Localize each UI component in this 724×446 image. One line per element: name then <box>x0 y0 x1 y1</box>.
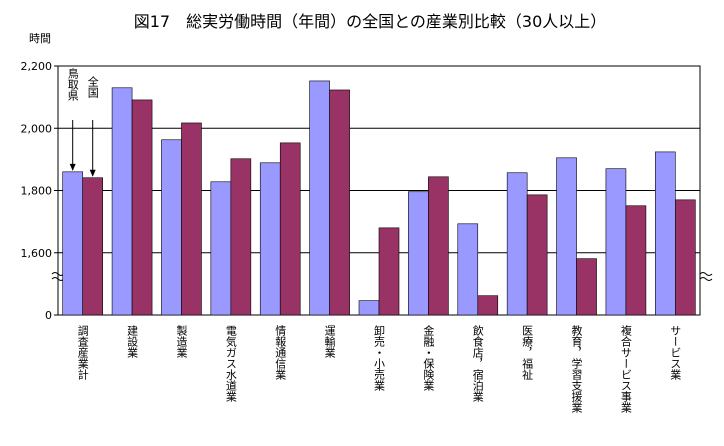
y-tick-label: 0 <box>45 309 52 322</box>
bar <box>62 171 83 316</box>
bar <box>210 181 232 316</box>
x-tick-label: 医療，福祉 <box>521 325 534 381</box>
bar <box>358 300 380 316</box>
bar <box>161 139 182 316</box>
y-tick-label: 2,200 <box>21 60 53 73</box>
x-tick-label: 調査産業計 <box>76 324 89 381</box>
bar <box>556 157 577 316</box>
y-axis-label: 時間 <box>29 32 51 45</box>
x-tick-label: 情報通信業 <box>274 325 287 380</box>
x-tick-label: サービス業 <box>669 325 682 380</box>
bar <box>625 205 647 316</box>
bar <box>675 199 696 316</box>
axis-break <box>699 272 713 281</box>
y-tick-label: 1,800 <box>21 185 53 198</box>
bar <box>526 194 548 316</box>
x-tick-label: 製造業 <box>175 324 188 358</box>
x-tick-label: 建設業 <box>126 324 139 358</box>
x-tick-label: 教育，学習支援業 <box>570 325 583 413</box>
axis-break <box>51 272 65 281</box>
x-tick-label: 複合サービス事業 <box>619 324 632 413</box>
bar <box>457 223 479 316</box>
x-tick-label: 運輸業 <box>323 325 336 358</box>
bar <box>378 227 400 316</box>
arrow-head <box>69 163 76 171</box>
bar <box>259 162 281 316</box>
bar <box>181 122 202 316</box>
x-tick-label: 飲食店，宿泊業 <box>471 324 484 402</box>
bar <box>309 80 330 316</box>
bar <box>230 158 252 316</box>
y-tick-label: 1,600 <box>21 247 53 260</box>
bar <box>408 191 429 316</box>
arrow-head <box>89 169 96 177</box>
bar <box>605 168 627 316</box>
bar <box>428 176 449 316</box>
x-tick-label: 電気ガス水道業 <box>224 325 237 402</box>
bar <box>111 87 133 316</box>
y-tick-label: 2,000 <box>21 122 53 135</box>
series-annotation: 鳥取県 <box>66 67 79 102</box>
bar <box>131 99 153 316</box>
x-tick-label: 金融・保険業 <box>422 324 435 391</box>
bar <box>506 172 528 316</box>
bar <box>279 142 301 316</box>
bar <box>82 177 103 316</box>
chart-title: 図17 総実労働時間（年間）の全国との産業別比較（30人以上） <box>134 12 607 31</box>
bar <box>655 151 676 316</box>
series-annotation: 全国 <box>86 75 99 99</box>
x-tick-label: 卸売・小売業 <box>373 324 386 391</box>
bar <box>576 258 597 316</box>
bar <box>477 295 499 316</box>
bar <box>329 89 350 316</box>
